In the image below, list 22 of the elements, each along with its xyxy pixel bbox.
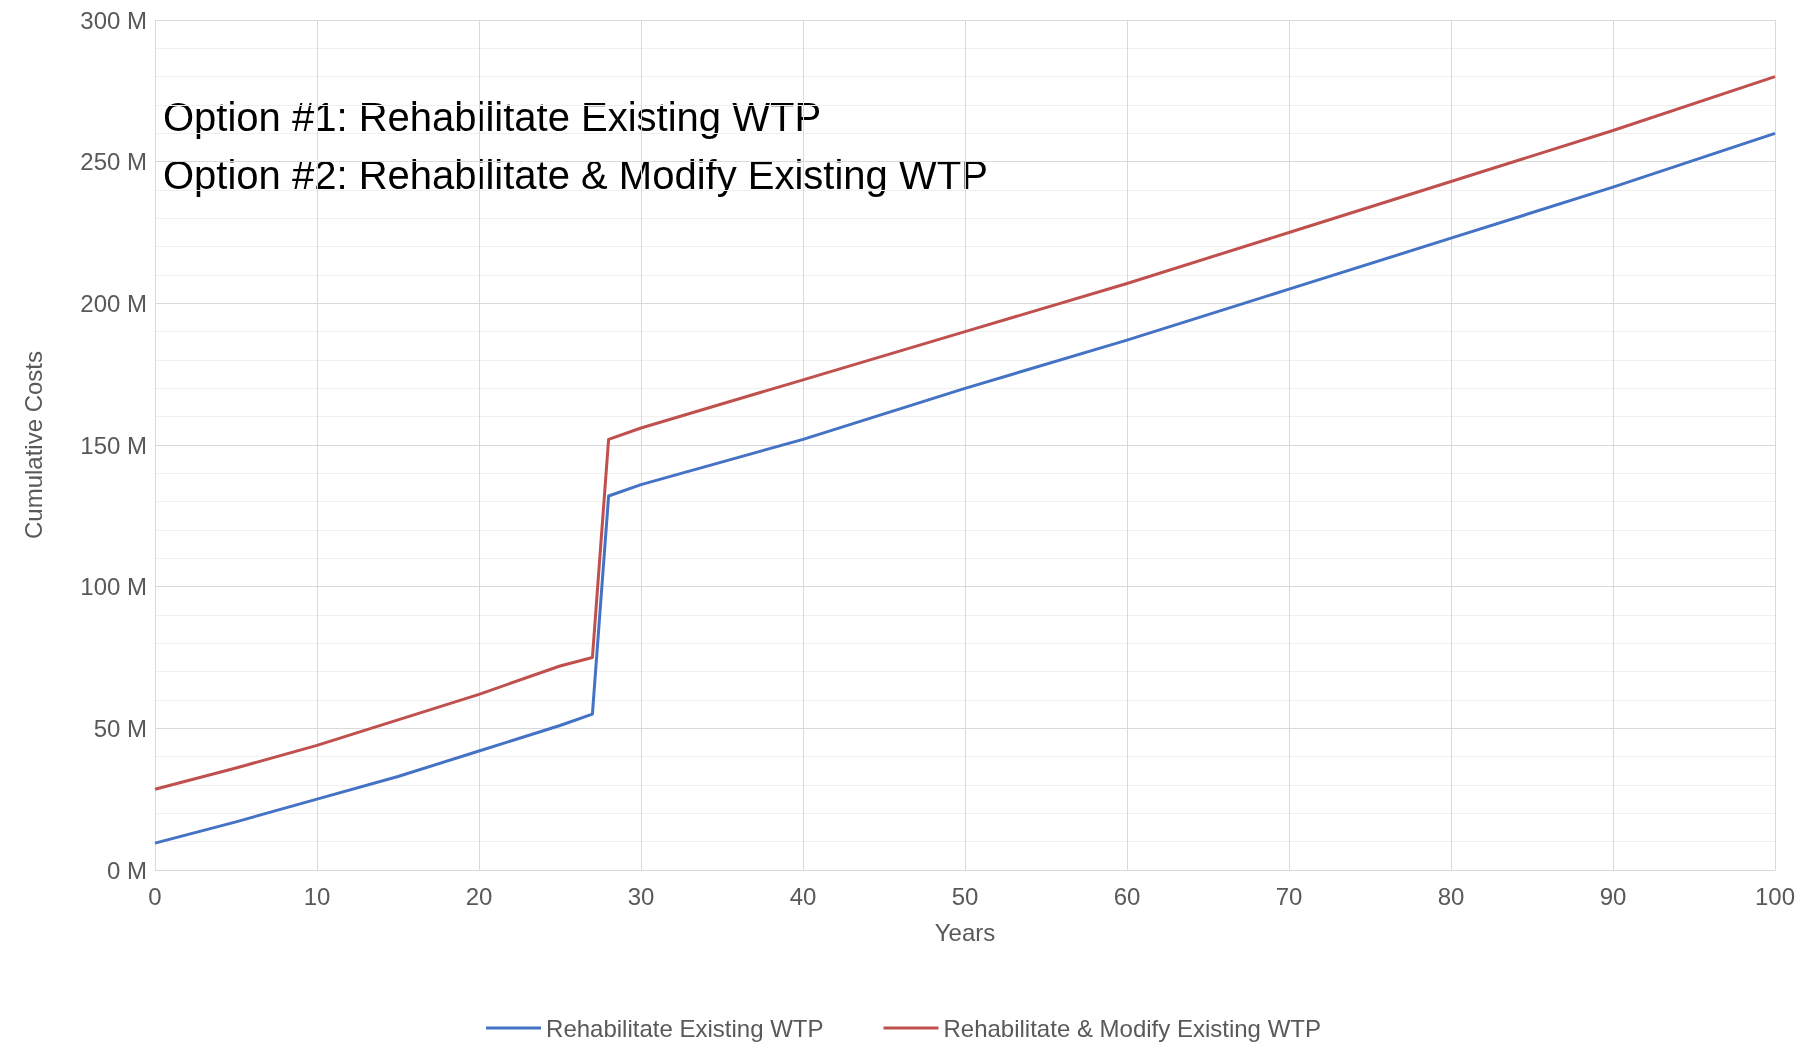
y-tick-label: 200 M (80, 289, 147, 317)
legend-label: Rehabilitate & Modify Existing WTP (943, 1014, 1321, 1042)
x-axis-title: Years (934, 918, 996, 946)
x-tick-label: 20 (465, 882, 493, 910)
x-tick-label: 50 (951, 882, 979, 910)
x-tick-label: 40 (789, 882, 817, 910)
x-tick-label: 0 (148, 882, 162, 910)
y-axis-title: Cumulative Costs (19, 350, 47, 540)
y-tick-label: 250 M (80, 148, 147, 176)
x-tick-label: 100 (1754, 882, 1796, 910)
y-tick-label: 300 M (80, 6, 147, 34)
x-tick-label: 90 (1599, 882, 1627, 910)
x-tick-label: 30 (627, 882, 655, 910)
y-tick-label: 100 M (80, 573, 147, 601)
y-tick-label: 50 M (93, 714, 147, 742)
legend-label: Rehabilitate Existing WTP (546, 1014, 824, 1042)
y-tick-label: 0 M (106, 856, 147, 884)
x-tick-label: 60 (1113, 882, 1141, 910)
x-tick-label: 70 (1275, 882, 1303, 910)
x-tick-label: 10 (303, 882, 331, 910)
x-tick-label: 80 (1437, 882, 1465, 910)
y-tick-label: 150 M (80, 431, 147, 459)
